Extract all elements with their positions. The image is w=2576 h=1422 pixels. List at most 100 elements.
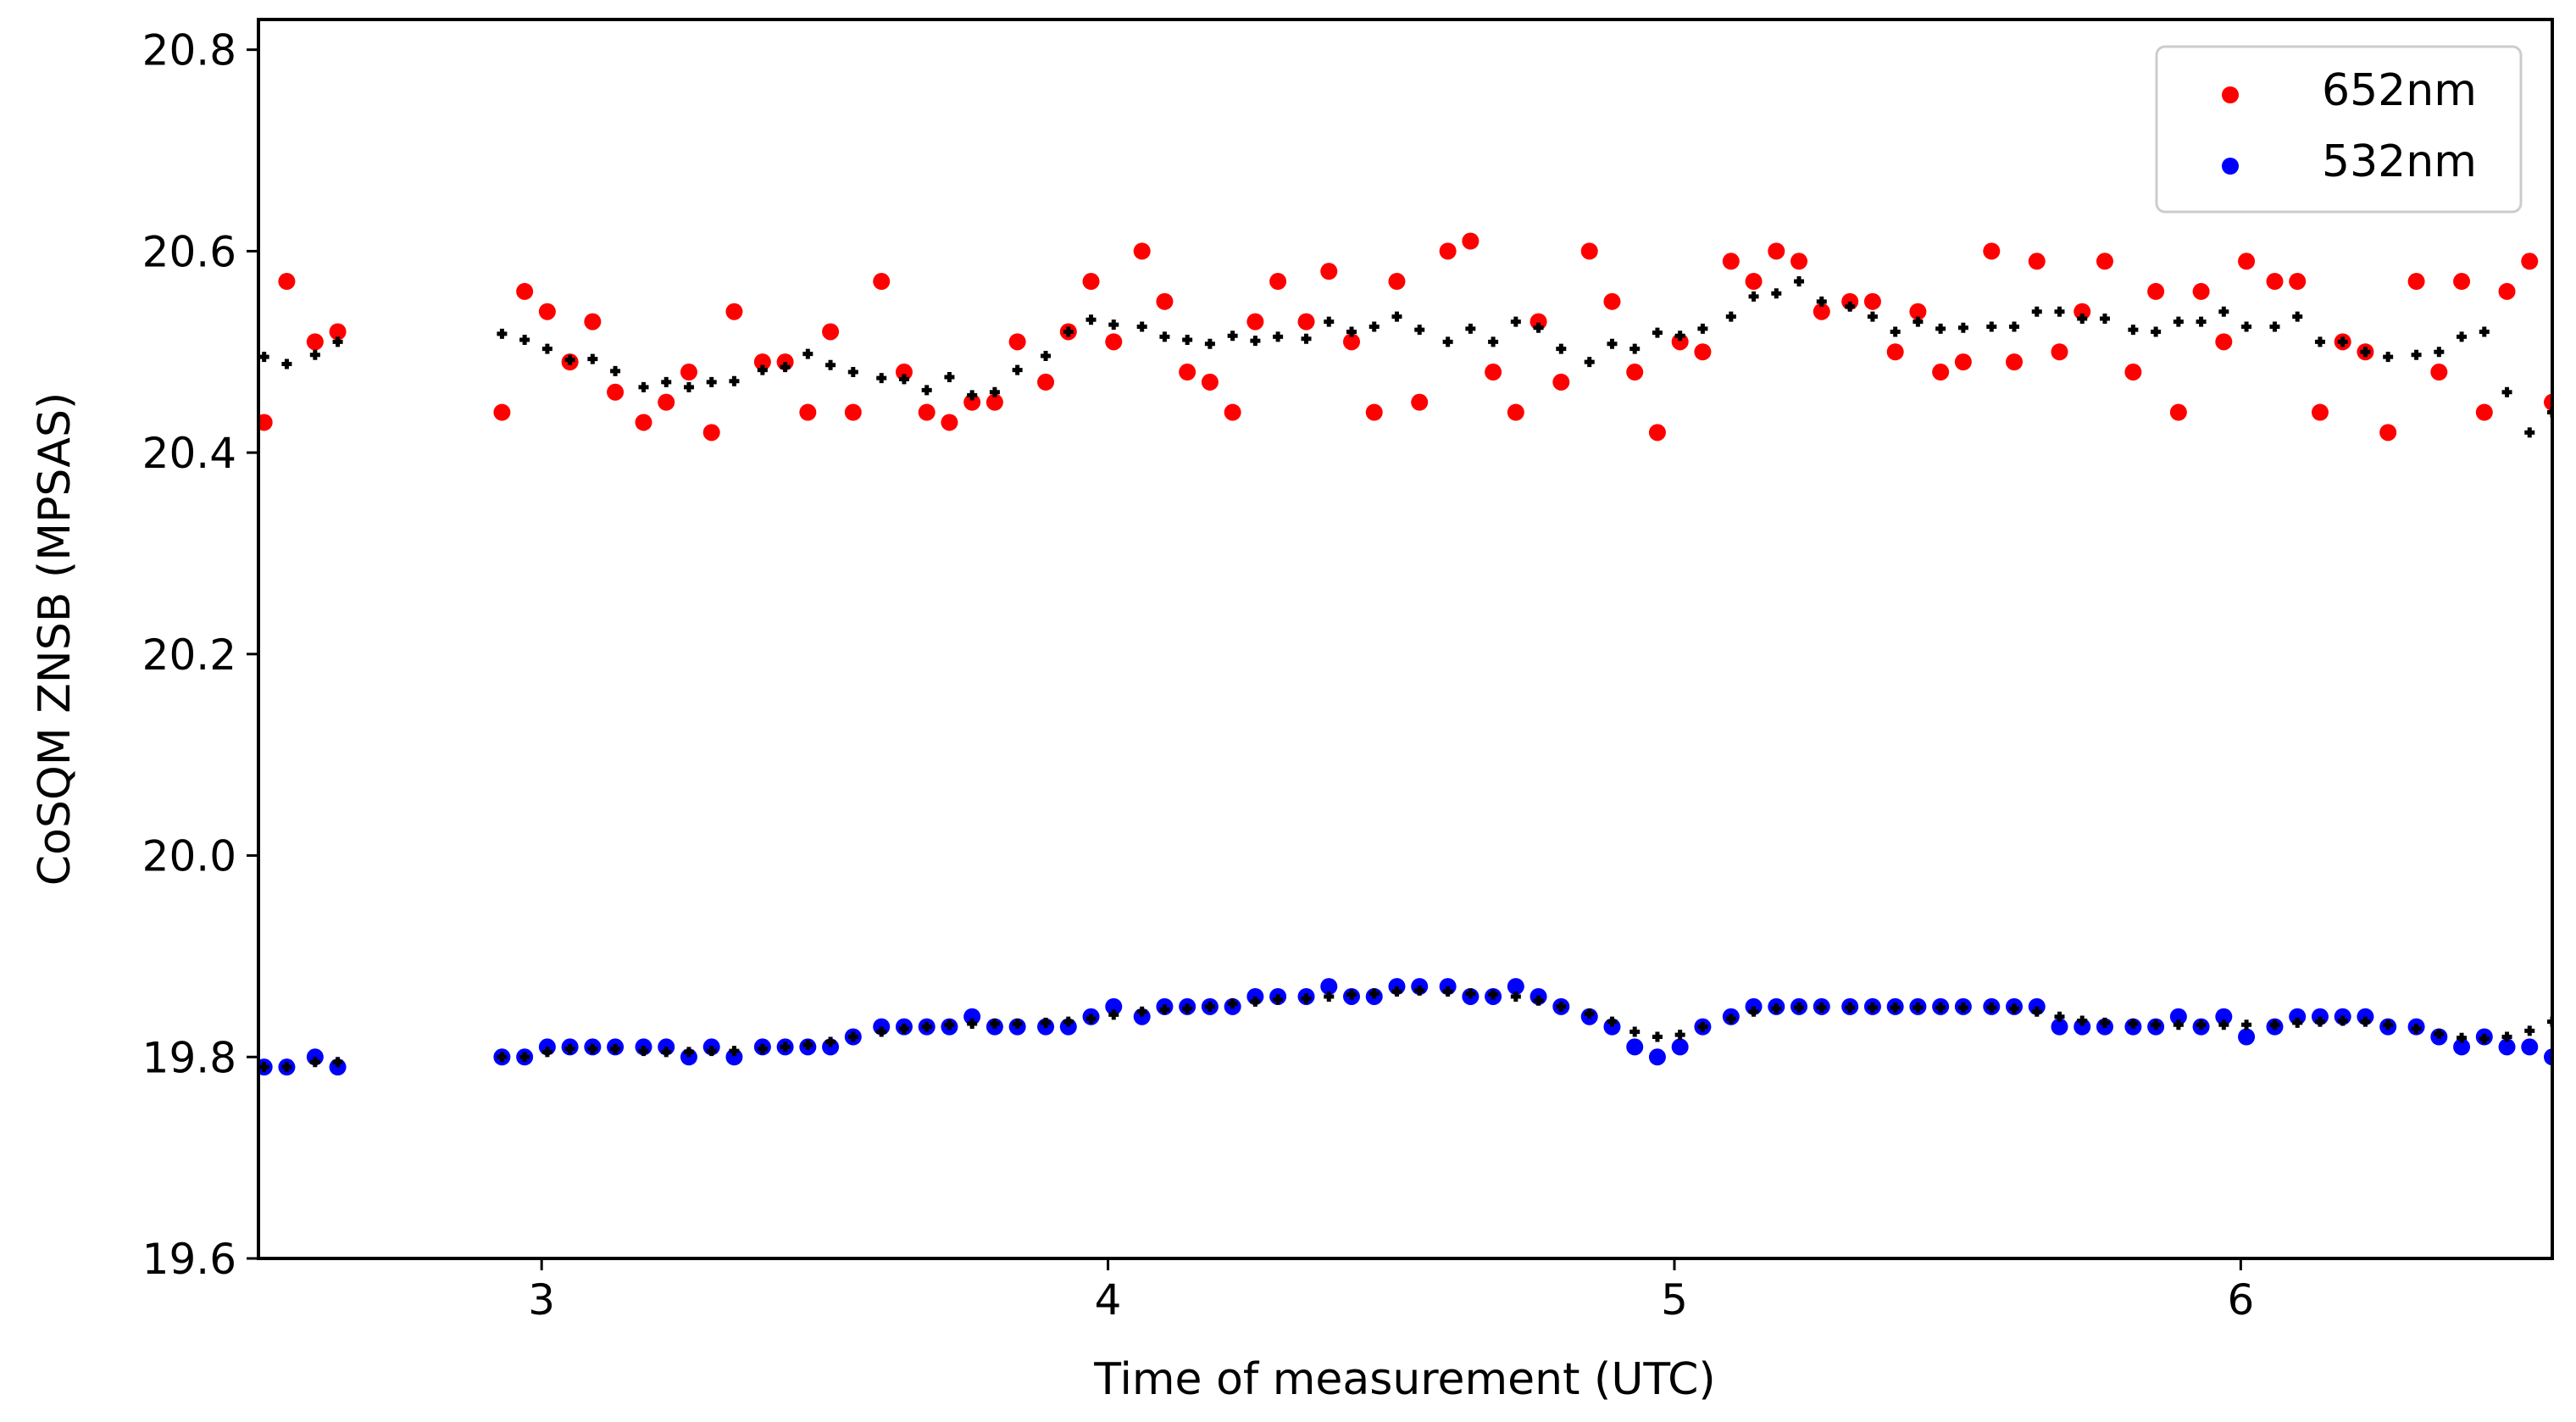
x-tick-label: 4 xyxy=(1095,1275,1122,1325)
point-532nm-smoothed xyxy=(1159,1004,1170,1015)
point-652nm xyxy=(1224,403,1241,421)
point-652nm-smoothed xyxy=(1159,331,1170,342)
point-652nm xyxy=(1179,364,1196,381)
point-652nm xyxy=(1507,403,1524,421)
point-652nm-smoothed xyxy=(2196,316,2207,327)
point-652nm xyxy=(1932,364,1950,381)
point-652nm xyxy=(2096,253,2113,270)
point-532nm-smoothed xyxy=(1301,993,1312,1004)
point-532nm-smoothed xyxy=(989,1019,1000,1030)
point-652nm-smoothed xyxy=(802,348,813,359)
point-532nm-smoothed xyxy=(2360,1016,2371,1027)
point-532nm-smoothed xyxy=(661,1047,672,1058)
point-652nm xyxy=(1954,353,1972,371)
point-532nm-smoothed xyxy=(729,1046,740,1057)
point-652nm xyxy=(1745,273,1763,291)
point-652nm-smoothed xyxy=(1301,333,1312,344)
point-652nm-smoothed xyxy=(1041,350,1052,361)
point-532nm-smoothed xyxy=(944,1019,955,1030)
point-532nm-smoothed xyxy=(2173,1019,2184,1030)
point-652nm-smoothed xyxy=(1085,314,1096,325)
point-652nm-smoothed xyxy=(258,352,269,363)
point-652nm-smoothed xyxy=(2128,325,2139,336)
point-532nm-smoothed xyxy=(1652,1031,1663,1042)
point-532nm-smoothed xyxy=(1748,1006,1759,1017)
point-652nm xyxy=(516,282,534,300)
point-652nm-smoothed xyxy=(1935,323,1946,334)
point-652nm-smoothed xyxy=(1414,325,1425,336)
point-652nm xyxy=(1201,373,1219,391)
point-532nm-smoothed xyxy=(638,1046,649,1057)
point-652nm xyxy=(1768,242,1785,260)
point-532nm-smoothed xyxy=(2269,1019,2280,1030)
point-532nm-smoothed xyxy=(1674,1030,1685,1041)
point-652nm-smoothed xyxy=(1442,336,1453,347)
point-652nm xyxy=(1082,273,1100,291)
point-652nm-smoothed xyxy=(2383,352,2394,363)
point-532nm-smoothed xyxy=(1697,1021,1708,1032)
legend: 652nm 532nm xyxy=(2155,45,2523,214)
point-652nm xyxy=(822,323,840,341)
point-652nm xyxy=(1320,263,1338,281)
point-652nm xyxy=(873,273,891,291)
point-652nm-smoothed xyxy=(1510,316,1521,327)
point-532nm xyxy=(2498,1038,2516,1056)
point-652nm-smoothed xyxy=(587,353,598,364)
point-532nm-smoothed xyxy=(683,1047,694,1058)
point-532nm-smoothed xyxy=(1012,1019,1023,1030)
point-532nm-smoothed xyxy=(1890,1003,1901,1014)
point-532nm-smoothed xyxy=(825,1036,836,1047)
point-652nm xyxy=(658,393,675,411)
point-652nm xyxy=(258,414,273,431)
point-652nm-smoothed xyxy=(2009,321,2020,332)
point-652nm xyxy=(1648,424,1666,442)
point-652nm-smoothed xyxy=(1346,326,1357,337)
point-652nm xyxy=(2147,282,2165,300)
point-652nm-smoothed xyxy=(2479,326,2490,337)
point-652nm-smoothed xyxy=(1867,311,1878,322)
point-532nm-smoothed xyxy=(1913,1003,1924,1014)
point-652nm xyxy=(2498,282,2516,300)
point-652nm xyxy=(1886,343,1904,361)
point-652nm-smoothed xyxy=(2218,306,2229,317)
point-652nm xyxy=(538,303,556,320)
point-532nm-smoothed xyxy=(1488,989,1499,1000)
point-532nm-smoothed xyxy=(847,1031,858,1042)
point-652nm-smoothed xyxy=(1063,326,1074,337)
point-652nm xyxy=(2238,253,2256,270)
point-532nm-smoothed xyxy=(967,1019,978,1030)
point-652nm-smoothed xyxy=(2524,427,2535,438)
series-652nm-smoothed xyxy=(258,276,2552,438)
plot-frame xyxy=(257,18,2554,1260)
axes xyxy=(257,18,2554,1260)
point-532nm xyxy=(1320,978,1338,996)
point-652nm-smoothed xyxy=(825,359,836,370)
point-532nm xyxy=(1105,997,1123,1015)
point-652nm-smoothed xyxy=(847,367,858,378)
point-532nm-smoothed xyxy=(1725,1014,1736,1025)
point-652nm xyxy=(329,323,347,341)
point-532nm xyxy=(1507,978,1524,996)
point-652nm-smoothed xyxy=(1182,334,1193,345)
point-532nm-smoothed xyxy=(587,1043,598,1054)
point-532nm-smoothed xyxy=(610,1043,621,1054)
point-532nm-smoothed xyxy=(2077,1015,2088,1026)
point-532nm-smoothed xyxy=(2337,1015,2348,1026)
point-652nm xyxy=(2430,364,2448,381)
point-652nm-smoothed xyxy=(729,375,740,386)
point-652nm xyxy=(941,414,958,431)
point-652nm xyxy=(2169,403,2187,421)
point-652nm-smoothed xyxy=(1136,321,1147,332)
point-532nm-smoothed xyxy=(1794,1003,1805,1014)
point-652nm xyxy=(1388,273,1406,291)
point-652nm xyxy=(1439,242,1457,260)
point-652nm xyxy=(1626,364,1644,381)
point-532nm-smoothed xyxy=(1510,991,1521,1002)
y-tick-label: 19.8 xyxy=(142,1033,236,1082)
point-652nm xyxy=(1365,403,1383,421)
point-652nm-smoothed xyxy=(497,328,508,339)
y-axis-ticks: 19.6 19.8 20.0 20.2 20.4 20.6 20.8 xyxy=(142,26,258,1284)
point-532nm-smoothed xyxy=(541,1047,552,1058)
point-652nm-smoothed xyxy=(1204,338,1215,349)
y-tick-label: 19.6 xyxy=(142,1235,236,1284)
